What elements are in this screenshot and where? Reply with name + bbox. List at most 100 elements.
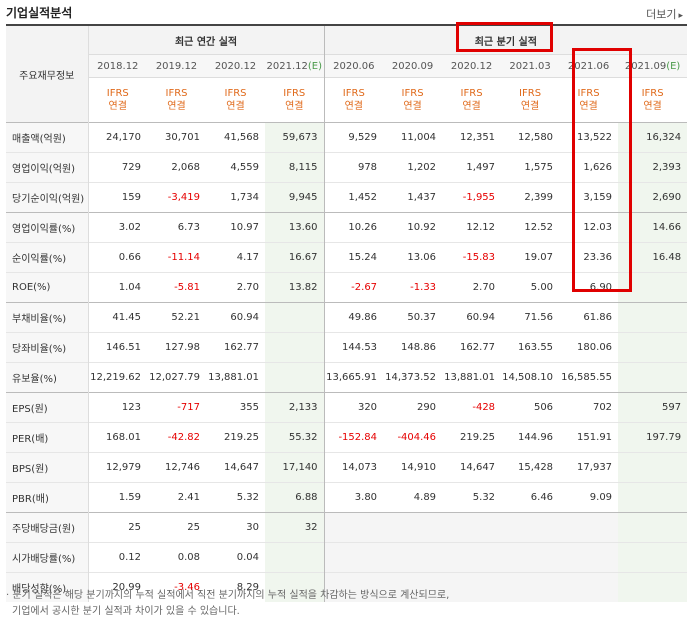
table-cell: 1,626 (559, 152, 619, 183)
table-cell: 13,665.91 (323, 362, 384, 393)
table-cell: 55.32 (265, 422, 325, 453)
table-cell: 9,945 (265, 182, 325, 213)
row-label: 시가배당률(%) (6, 542, 89, 573)
table-cell (501, 542, 560, 573)
table-cell (265, 542, 325, 573)
table-cell (618, 332, 688, 363)
table-cell: 0.66 (88, 242, 147, 273)
table-cell: 12,746 (147, 452, 206, 483)
table-cell: 4.17 (206, 242, 265, 273)
row-label: EPS(원) (6, 392, 89, 423)
period-header: 2021.09(E) (618, 54, 688, 78)
table-cell: 15.24 (323, 242, 384, 273)
row-label: 영업이익률(%) (6, 212, 89, 243)
table-cell: 2.70 (442, 272, 502, 303)
table-cell: -717 (147, 392, 206, 423)
table-cell: 197.79 (618, 422, 688, 453)
table-cell: 702 (559, 392, 619, 423)
table-cell: 290 (383, 392, 443, 423)
table-cell: 12.03 (559, 212, 619, 243)
table-cell: 23.36 (559, 242, 619, 273)
table-cell: 15,428 (501, 452, 560, 483)
table-cell: 8.29 (206, 572, 265, 602)
table-cell: 14,508.10 (501, 362, 560, 393)
ifrs-label: IFRS 연결 (147, 77, 206, 123)
more-link[interactable]: 더보기 ▸ (646, 6, 683, 22)
table-cell: 1,734 (206, 182, 265, 213)
table-cell (618, 512, 688, 543)
quarter-header-highlight-box (456, 22, 553, 52)
table-row: 부채비율(%) 41.45 52.21 60.94 49.86 50.37 60.94 71.… (6, 302, 688, 333)
period-header: 2020.12 (206, 54, 265, 78)
table-cell: -3,419 (147, 182, 206, 213)
table-cell: 1,452 (323, 182, 384, 213)
table-cell: 14,373.52 (383, 362, 443, 393)
table-cell: 16.67 (265, 242, 325, 273)
table-cell: 14,073 (323, 452, 384, 483)
header-row-ifrs: IFRS 연결 IFRS 연결 IFRS 연결 IFRS 연결 IFRS 연결 IFRS 연결 IFRS… (6, 77, 688, 123)
section-title: 기업실적분석 (6, 6, 73, 20)
table-cell: 1,202 (383, 152, 443, 183)
table-cell: 5.00 (501, 272, 560, 303)
table-row: BPS(원) 12,979 12,746 14,647 17,140 14,073 14,9… (6, 452, 688, 483)
table-cell: 159 (88, 182, 147, 213)
table-cell: 1,437 (383, 182, 443, 213)
footnote-line-2: 기업에서 공시한 분기 실적과 차이가 있을 수 있습니다. (12, 606, 240, 617)
ifrs-consolidated: 연결 (462, 101, 481, 112)
ifrs-label: IFRS 연결 (88, 77, 147, 123)
table-cell: 6.90 (559, 272, 619, 303)
table-cell: 2,068 (147, 152, 206, 183)
table-cell (501, 572, 560, 602)
table-row: PBR(배) 1.59 2.41 5.32 6.88 3.80 4.89 5.32 6.46 9.… (6, 482, 688, 513)
table-cell (323, 542, 384, 573)
table-cell: 597 (618, 392, 688, 423)
table-cell: 1.04 (88, 272, 147, 303)
ifrs-standard: IFRS (342, 88, 365, 99)
table-cell: 8,115 (265, 152, 325, 183)
row-label: PER(배) (6, 422, 89, 453)
table-cell: 32 (265, 512, 325, 543)
row-label: 부채비율(%) (6, 302, 89, 333)
table-cell: 6.73 (147, 212, 206, 243)
row-label: ROE(%) (6, 272, 89, 303)
table-cell: 2,133 (265, 392, 325, 423)
table-row: PER(배) 168.01 -42.82 219.25 55.32 -152.84 -404… (6, 422, 688, 453)
table-row: 영업이익률(%) 3.02 6.73 10.97 13.60 10.26 10.92 12.1… (6, 212, 688, 243)
table-cell: 25 (88, 512, 147, 543)
table-cell: 24,170 (88, 122, 147, 153)
table-row: 당좌비율(%) 146.51 127.98 162.77 144.53 148.86 162… (6, 332, 688, 363)
table-cell: 13,881.01 (206, 362, 265, 393)
more-label: 더보기 (646, 8, 677, 21)
period-header: 2019.12 (147, 54, 206, 78)
table-cell: -42.82 (147, 422, 206, 453)
ifrs-standard: IFRS (283, 88, 306, 99)
table-row: 주당배당금(원) 25 25 30 32 (6, 512, 688, 543)
table-cell: 2.70 (206, 272, 265, 303)
table-cell: 5.32 (206, 482, 265, 513)
period-header: 2021.03 (501, 54, 560, 78)
table-cell: 14,647 (206, 452, 265, 483)
period-header: 2018.12 (88, 54, 147, 78)
table-cell: 1,497 (442, 152, 502, 183)
table-cell (618, 452, 688, 483)
table-cell: 59,673 (265, 122, 325, 153)
annual-header: 최근 연간 실적 (88, 24, 325, 55)
table-cell: 16,585.55 (559, 362, 619, 393)
table-cell: 978 (323, 152, 384, 183)
table-cell: 146.51 (88, 332, 147, 363)
table-cell (383, 572, 443, 602)
ifrs-label: IFRS 연결 (559, 77, 619, 123)
table-cell: 13.82 (265, 272, 325, 303)
ifrs-consolidated: 연결 (643, 101, 662, 112)
table-cell: 14,910 (383, 452, 443, 483)
row-label: 유보율(%) (6, 362, 89, 393)
table-cell: -3.46 (147, 572, 206, 602)
ifrs-consolidated: 연결 (344, 101, 363, 112)
table-cell: 10.92 (383, 212, 443, 243)
period-header: 2020.09 (383, 54, 443, 78)
ifrs-consolidated: 연결 (285, 101, 304, 112)
table-cell (383, 512, 443, 543)
ifrs-consolidated: 연결 (579, 101, 598, 112)
ifrs-standard: IFRS (224, 88, 247, 99)
table-cell: 41,568 (206, 122, 265, 153)
